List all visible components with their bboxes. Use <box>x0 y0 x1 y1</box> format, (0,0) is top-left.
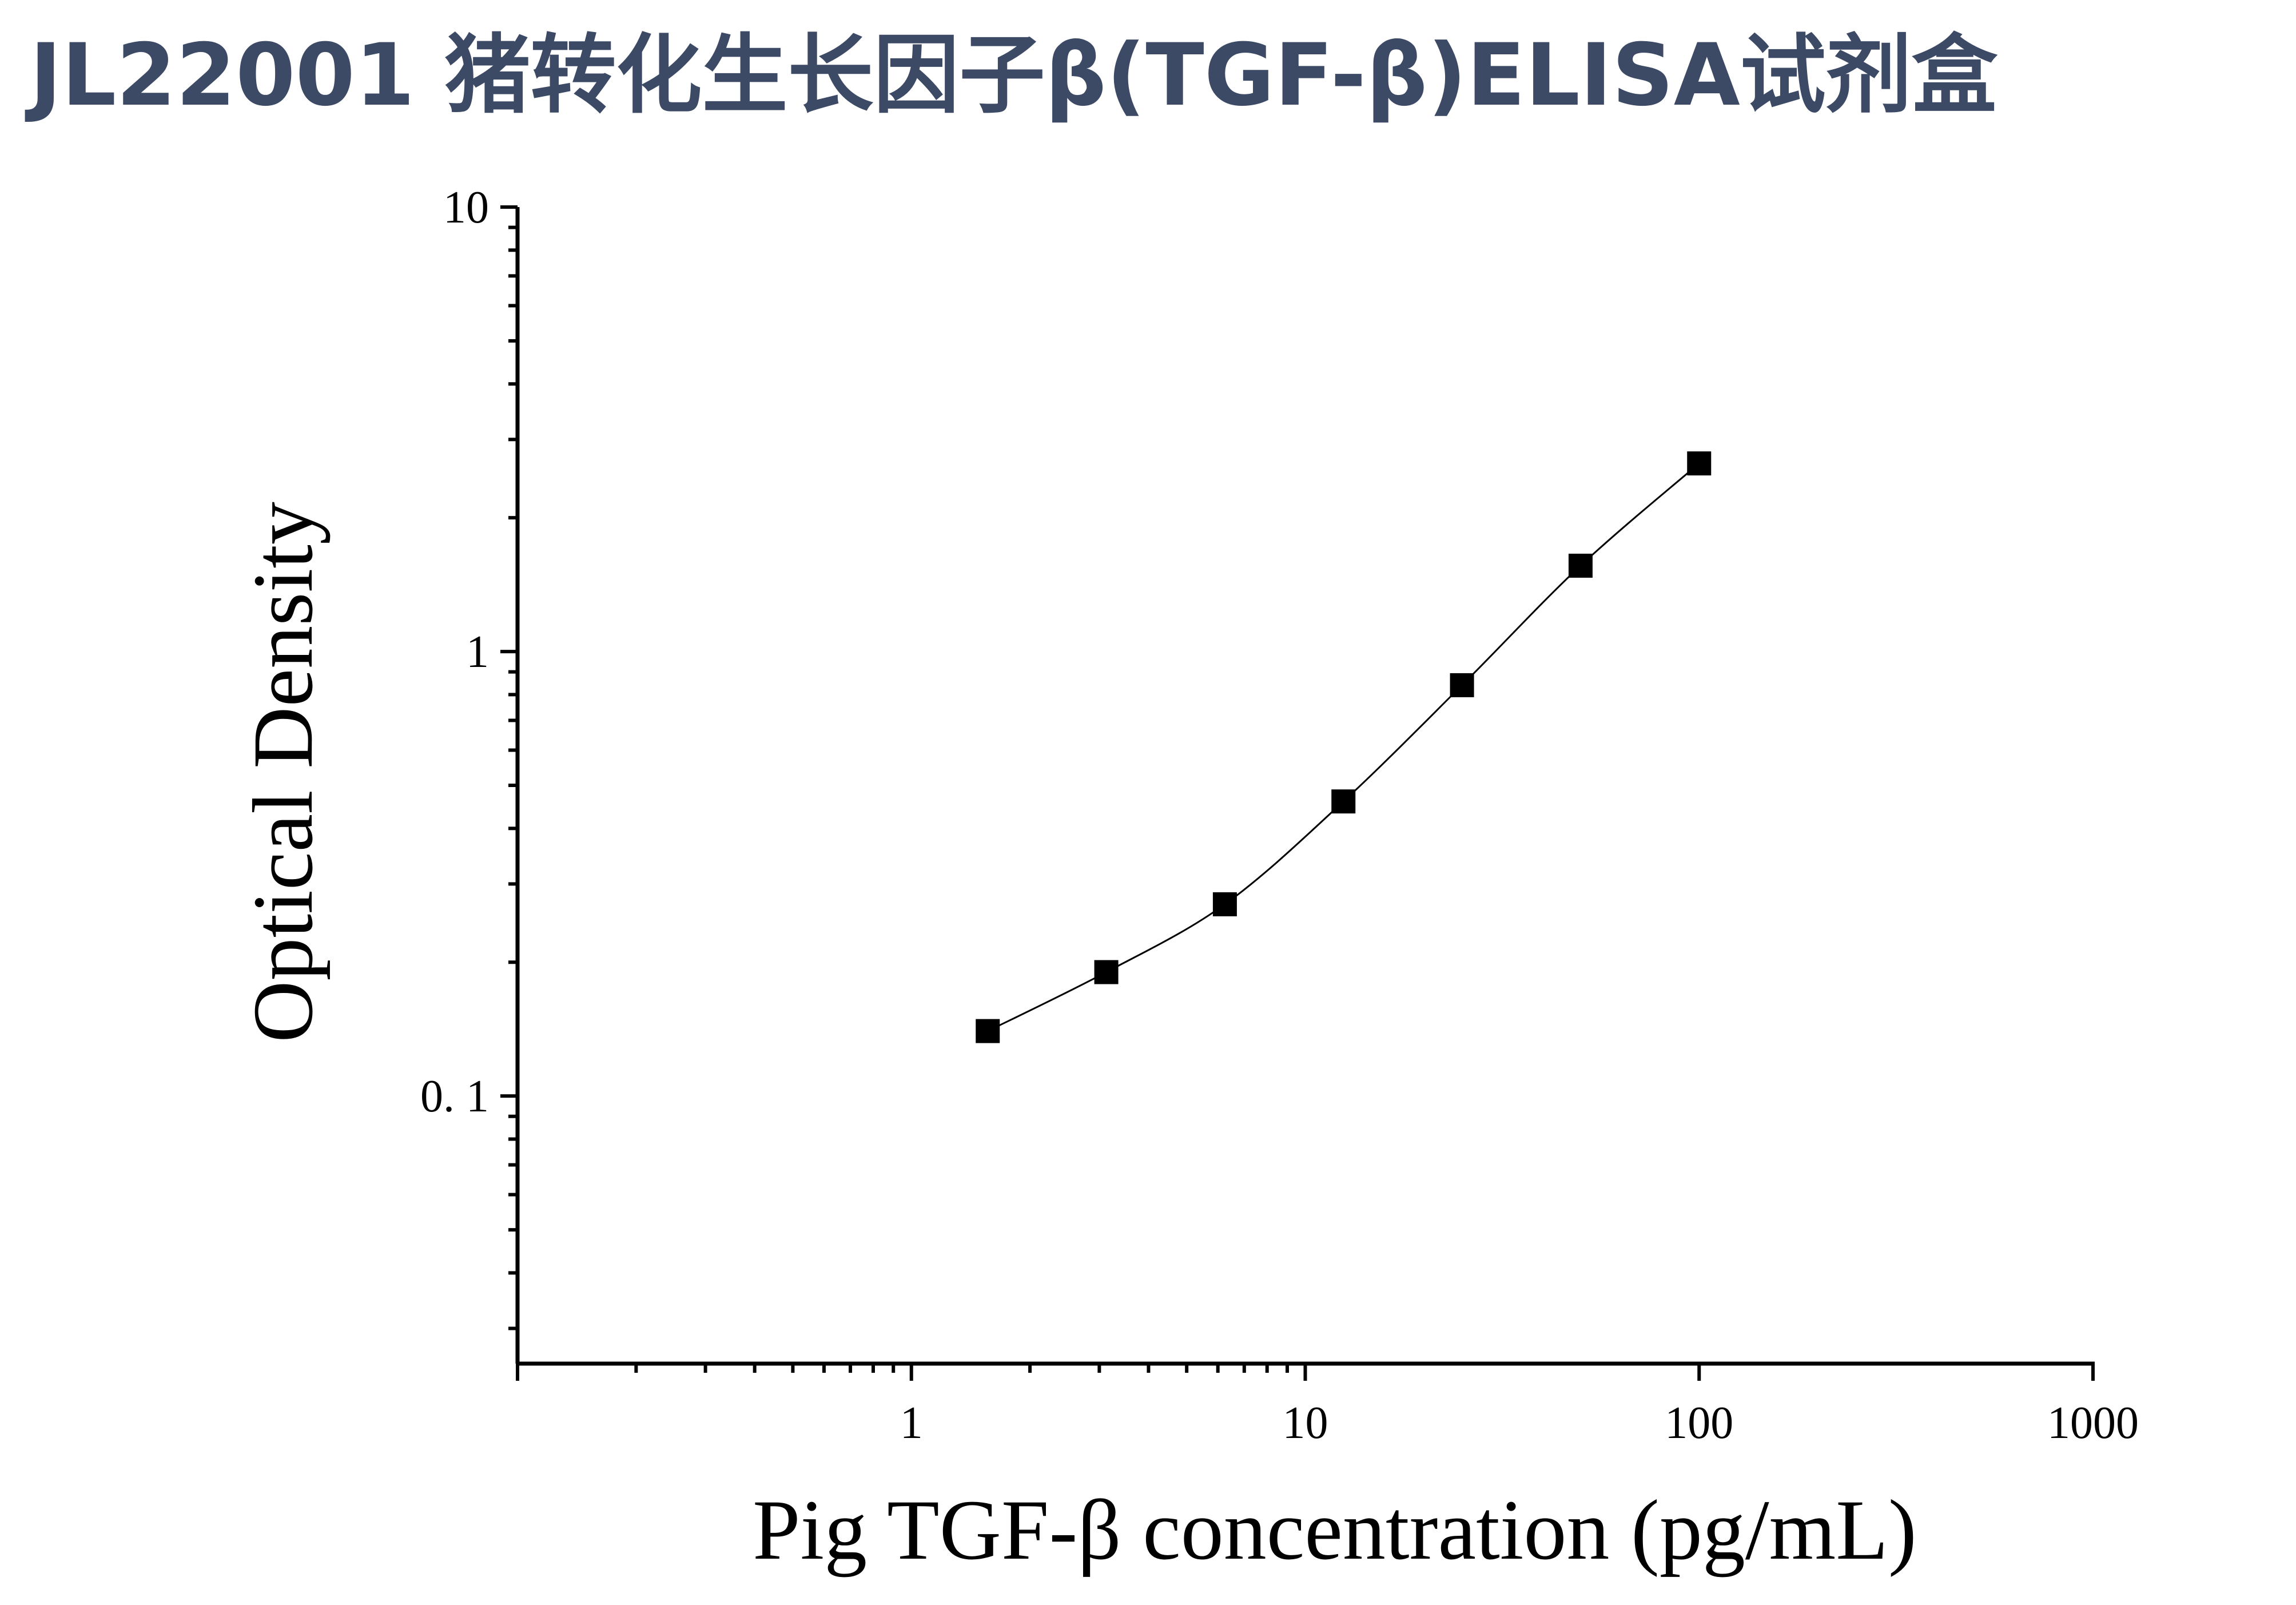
data-point-marker <box>1331 789 1356 814</box>
y-tick-label: 0. 1 <box>420 1071 489 1122</box>
fit-curve <box>987 463 1700 1032</box>
axes <box>515 207 2095 1366</box>
page-title: JL22001 猪转化生长因子β(TGF-β)ELISA试剂盒 <box>30 26 1997 125</box>
x-tick-label: 10 <box>1283 1398 1328 1448</box>
x-tick-label: 1 <box>900 1398 923 1448</box>
y-tick-label: 1 <box>466 627 489 677</box>
fit-curve-layer <box>987 463 1700 1032</box>
data-point-marker <box>1212 892 1237 916</box>
x-tick-label: 1000 <box>2047 1398 2139 1448</box>
data-point-marker <box>1568 554 1593 578</box>
data-point-marker <box>1687 451 1712 476</box>
data-point-marker <box>1094 960 1119 984</box>
data-point-marker <box>976 1019 1000 1043</box>
data-point-marker <box>1450 673 1474 697</box>
x-tick-label: 100 <box>1665 1398 1733 1448</box>
y-axis-label: Optical Density <box>236 502 331 1043</box>
y-tick-label: 10 <box>443 182 489 233</box>
x-axis-label: Pig TGF-β concentration (pg/mL) <box>753 1483 1917 1578</box>
axis-ticks: 1 10 100 1000 0. 1 1 10 <box>420 182 2139 1448</box>
data-points <box>976 451 1712 1043</box>
